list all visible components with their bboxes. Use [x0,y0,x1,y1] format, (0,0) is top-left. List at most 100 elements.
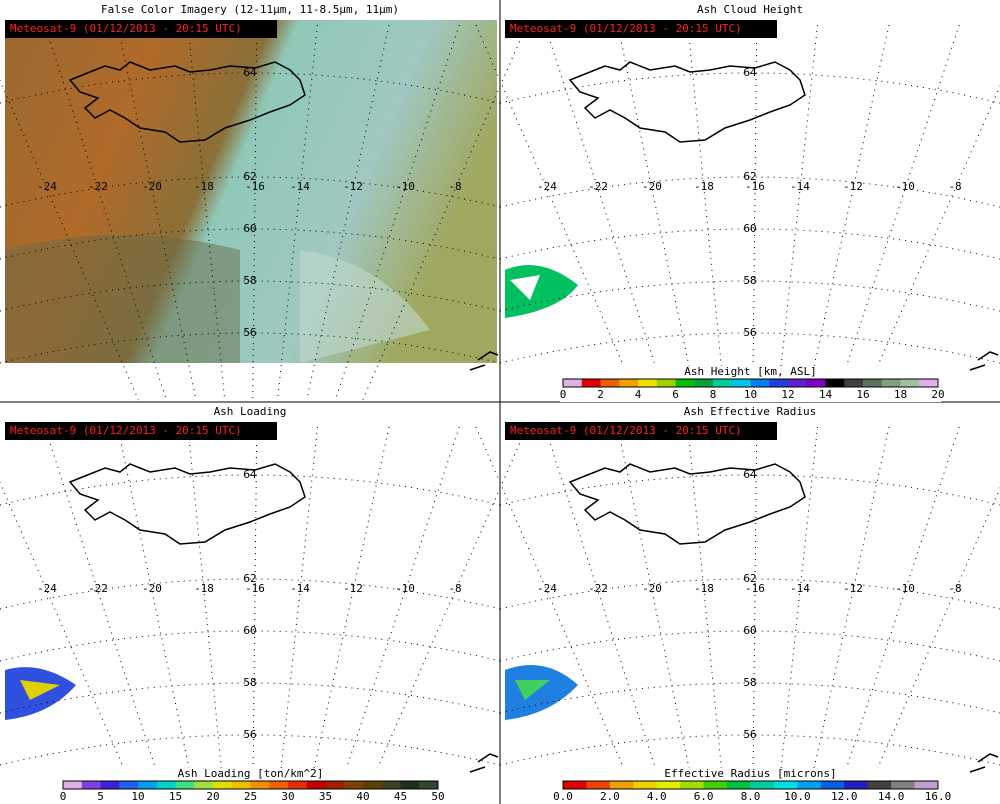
panel-title: Ash Effective Radius [684,405,816,418]
coastline [469,753,499,773]
colorbar-swatch [914,781,939,789]
badge-background [5,20,277,38]
longitude-label: -16 [745,180,765,193]
latitude-label: 64 [743,66,757,79]
latitude-label: 56 [243,728,256,741]
meridian [252,426,258,803]
longitude-label: -14 [290,180,310,193]
parallel [0,578,501,610]
meridian [752,24,758,401]
map-panel: -24 -22 -20 -18 -16 -14 -12 -10 -8 64 62 60 58 56 Fals… [0,3,528,401]
colorbar-frame [562,378,939,388]
colorbar-swatch [731,379,751,387]
colorbar-swatch [563,379,583,387]
longitude-label: -22 [88,180,108,193]
longitude-label: -12 [343,180,363,193]
latitude-label: 64 [743,468,757,481]
panel-title: False Color Imagery (12-11µm, 11-8.5µm, … [101,3,399,16]
colorbar-swatch [900,379,920,387]
meridian [862,84,1000,401]
badge-text: Meteosat-9 (01/12/2013 - 20:15 UTC) [10,424,242,437]
colorbar-swatch [600,379,620,387]
colorbar-tick-label: 35 [319,790,332,803]
colorbar-frame [562,780,939,790]
longitude-label: -22 [588,180,608,193]
colorbar-tick-label: 4 [635,388,642,401]
colorbar-swatch [563,781,587,789]
colorbar-swatch [81,781,101,789]
meridian [862,486,1000,803]
colorbar-tick-label: 6.0 [694,790,714,803]
colorbar-swatch [381,781,401,789]
colorbar-swatch [633,781,658,789]
parallel [0,630,501,662]
colorbar-swatch [250,781,270,789]
coastline [969,351,999,371]
colorbar-swatch [581,379,601,387]
latitude-label: 58 [243,274,256,287]
longitude-label: -18 [694,582,714,595]
colorbar-tick-label: 25 [244,790,257,803]
colorbar-swatch [156,781,176,789]
colorbar-swatch [100,781,120,789]
colorbar-tick-label: 12 [781,388,794,401]
colorbar-tick-label: 8 [710,388,717,401]
longitude-label: -22 [88,582,108,595]
latitude-label: 60 [743,222,756,235]
colorbar-swatch [919,379,939,387]
colorbar-tick-label: 50 [431,790,444,803]
longitude-label: -20 [142,180,162,193]
colorbar-swatch [325,781,345,789]
parallel [0,734,501,766]
meridian [475,426,639,803]
colorbar-swatch [231,781,251,789]
colorbar-tick-label: 30 [281,790,294,803]
colorbar-swatch [703,781,728,789]
meridian [362,24,528,401]
colorbar-swatch [844,379,864,387]
colorbar-tick-label: 8.0 [741,790,761,803]
image-texture [5,235,240,363]
colorbar-swatch [138,781,158,789]
longitude-label: -24 [37,180,57,193]
longitude-label: -18 [194,180,214,193]
panel-title: Ash Cloud Height [697,3,803,16]
colorbar-tick-label: 18 [894,388,907,401]
panel-title: Ash Loading [214,405,287,418]
meridian [0,481,139,803]
parallel [0,332,501,364]
parallel [499,630,1000,662]
map-panel: -24 -22 -20 -18 -16 -14 -12 -10 -86462605856Ash … [475,405,1000,804]
colorbar-swatch [119,781,139,789]
colorbar-tick-label: 12.0 [831,790,858,803]
colorbar-swatch [638,379,658,387]
colorbar-swatch [363,781,383,789]
latitude-label: 56 [743,326,756,339]
parallel [499,332,1000,364]
parallel [0,228,501,260]
colorbar-swatch [694,379,714,387]
badge-text: Meteosat-9 (01/12/2013 - 20:15 UTC) [10,22,242,35]
latitude-label: 58 [243,676,256,689]
longitude-label: -22 [588,582,608,595]
colorbar-swatch [344,781,364,789]
colorbar-tick-label: 10 [744,388,757,401]
colorbar-swatch [727,781,751,789]
longitude-label: -10 [895,582,915,595]
coastline [568,61,806,143]
colorbar-tick-label: 45 [394,790,407,803]
latitude-label: 64 [243,66,257,79]
longitude-label: -14 [790,180,810,193]
colorbar-swatch [825,379,845,387]
colorbar-swatch [288,781,308,789]
longitude-label: -18 [194,582,214,595]
latitude-label: 62 [243,572,256,585]
colorbar-swatch [750,379,770,387]
map-panel: -24 -22 -20 -18 -16 -14 -12 -10 -86462605856Ash … [475,3,1000,402]
latitude-label: 62 [743,572,756,585]
latitude-label: 62 [743,170,756,183]
parallel [499,578,1000,610]
longitude-label: -24 [537,180,557,193]
colorbar-tick-label: 10.0 [784,790,811,803]
